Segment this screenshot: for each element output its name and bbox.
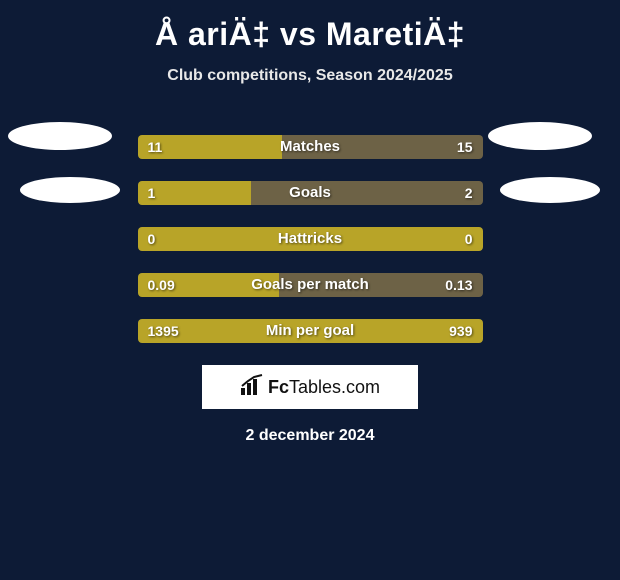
player-photo-placeholder bbox=[500, 177, 600, 203]
value-right: 2 bbox=[465, 181, 473, 205]
bar-left-fill bbox=[138, 227, 483, 251]
comparison-bars: 1115Matches12Goals00Hattricks0.090.13Goa… bbox=[138, 135, 483, 343]
bar-row: 1115Matches bbox=[138, 135, 483, 159]
bar-row: 00Hattricks bbox=[138, 227, 483, 251]
value-right: 0 bbox=[465, 227, 473, 251]
value-right: 15 bbox=[457, 135, 473, 159]
bar-row: 0.090.13Goals per match bbox=[138, 273, 483, 297]
player-photo-placeholder bbox=[8, 122, 112, 150]
bar-row: 1395939Min per goal bbox=[138, 319, 483, 343]
brand-logo: FcTables.com bbox=[202, 365, 418, 409]
value-right: 939 bbox=[449, 319, 472, 343]
value-right: 0.13 bbox=[445, 273, 472, 297]
chart-icon bbox=[240, 374, 264, 401]
player-photo-placeholder bbox=[20, 177, 120, 203]
comparison-card: Å ariÄ‡ vs MaretiÄ‡ Club competitions, S… bbox=[0, 0, 620, 445]
bar-right-fill bbox=[251, 181, 482, 205]
value-left: 1 bbox=[148, 181, 156, 205]
value-left: 1395 bbox=[148, 319, 179, 343]
bar-left-fill bbox=[138, 319, 483, 343]
value-left: 0 bbox=[148, 227, 156, 251]
value-left: 0.09 bbox=[148, 273, 175, 297]
bar-row: 12Goals bbox=[138, 181, 483, 205]
brand-text: FcTables.com bbox=[268, 377, 380, 398]
page-subtitle: Club competitions, Season 2024/2025 bbox=[0, 67, 620, 85]
value-left: 11 bbox=[148, 135, 163, 159]
player-photo-placeholder bbox=[488, 122, 592, 150]
snapshot-date: 2 december 2024 bbox=[0, 427, 620, 445]
bar-right-fill bbox=[282, 135, 482, 159]
page-title: Å ariÄ‡ vs MaretiÄ‡ bbox=[0, 16, 620, 53]
